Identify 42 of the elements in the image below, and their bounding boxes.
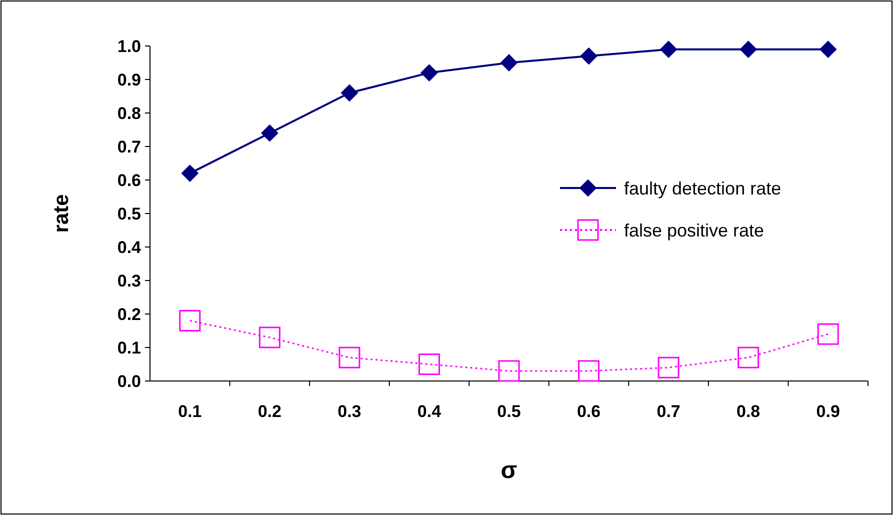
point <box>420 64 438 82</box>
y-tick-label: 0.4 <box>117 238 142 257</box>
x-tick-label: 0.8 <box>736 402 760 421</box>
point <box>179 310 201 332</box>
point <box>580 48 598 65</box>
x-tick-label: 0.9 <box>816 402 840 421</box>
point <box>660 40 678 58</box>
x-tick-label: 0.7 <box>656 402 680 421</box>
point <box>498 360 520 382</box>
point <box>820 40 837 58</box>
y-tick-label: 0.6 <box>117 170 141 190</box>
legend-label: false positive rate <box>624 220 764 240</box>
y-tick-label: 0.9 <box>117 70 141 90</box>
point <box>338 346 360 368</box>
point <box>817 323 839 345</box>
y-tick-label: 0.0 <box>117 372 141 391</box>
y-tick-label: 0.3 <box>117 271 141 290</box>
x-tick-label: 0.5 <box>497 402 521 421</box>
point <box>578 360 600 382</box>
y-tick-label: 0.8 <box>117 104 141 123</box>
point <box>181 164 198 182</box>
point <box>658 356 680 378</box>
point <box>258 326 280 348</box>
y-tick-label: 0.2 <box>117 304 141 324</box>
point <box>500 54 518 72</box>
point <box>340 84 358 102</box>
y-tick-label: 0.5 <box>117 204 141 224</box>
y-axis-title: rate <box>50 194 73 233</box>
point <box>261 124 278 142</box>
x-tick-label: 0.2 <box>258 402 282 421</box>
point <box>740 40 757 58</box>
x-tick-label: 0.6 <box>576 402 601 421</box>
legend-label: faulty detection rate <box>624 178 782 198</box>
x-tick-label: 0.3 <box>338 402 362 421</box>
point <box>418 354 440 375</box>
y-tick-label: 0.7 <box>117 137 141 156</box>
x-axis-title: σ <box>500 457 518 484</box>
y-tick-label: 1.0 <box>117 36 141 56</box>
y-tick-label: 0.1 <box>117 338 141 358</box>
x-tick-label: 0.4 <box>417 402 442 421</box>
x-tick-label: 0.1 <box>178 402 202 421</box>
point <box>738 346 760 368</box>
